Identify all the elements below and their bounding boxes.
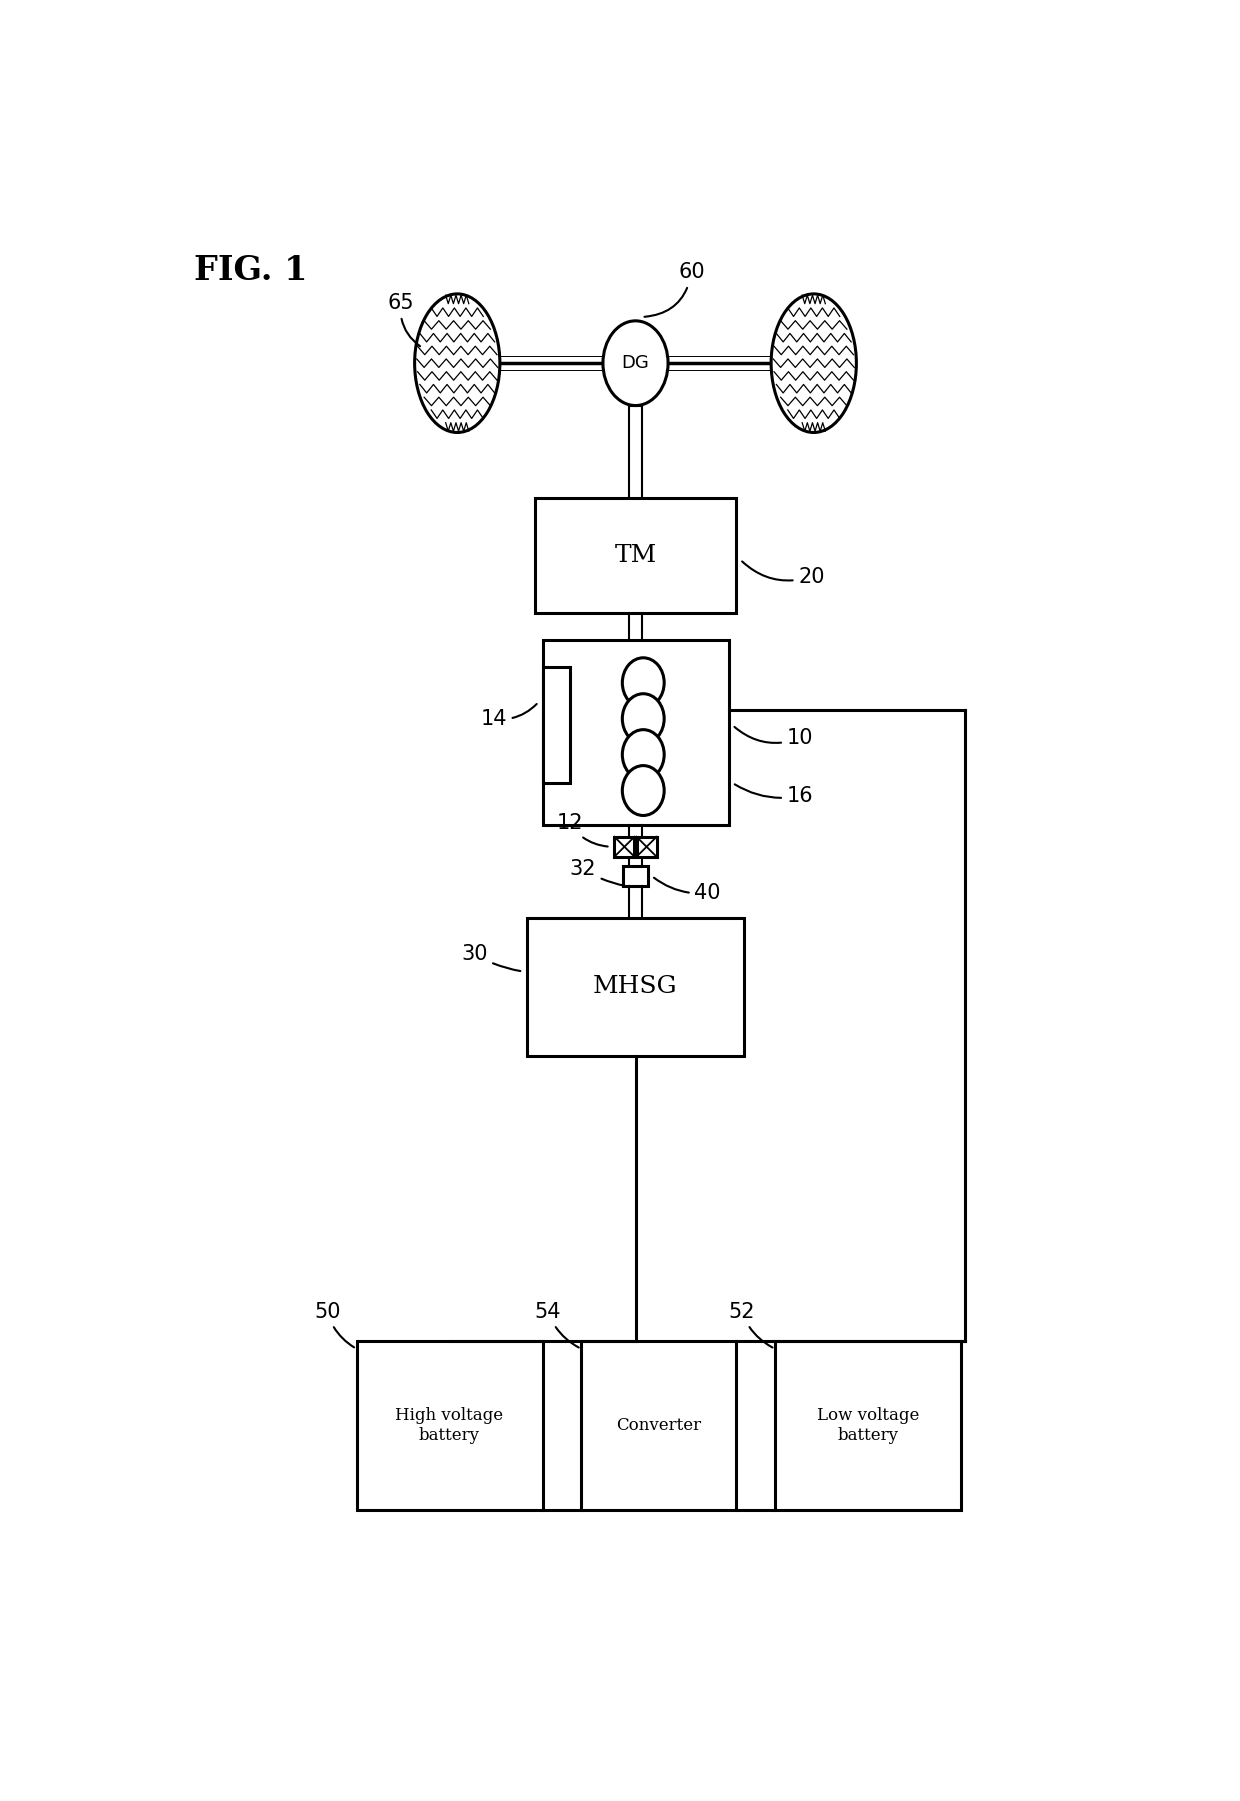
FancyBboxPatch shape xyxy=(543,668,569,783)
Text: 40: 40 xyxy=(653,877,720,902)
Ellipse shape xyxy=(603,321,668,405)
FancyBboxPatch shape xyxy=(534,497,737,614)
Text: 52: 52 xyxy=(729,1302,773,1347)
FancyBboxPatch shape xyxy=(624,866,649,886)
Text: TM: TM xyxy=(614,544,657,567)
FancyBboxPatch shape xyxy=(582,1342,737,1511)
Ellipse shape xyxy=(414,294,500,432)
Ellipse shape xyxy=(622,693,665,744)
Text: 65: 65 xyxy=(387,294,420,346)
FancyBboxPatch shape xyxy=(775,1342,961,1511)
Text: 12: 12 xyxy=(557,812,608,846)
Text: 20: 20 xyxy=(742,562,825,587)
Text: Low voltage
battery: Low voltage battery xyxy=(817,1408,919,1444)
Ellipse shape xyxy=(622,657,665,708)
Text: 60: 60 xyxy=(645,263,704,317)
Text: FIG. 1: FIG. 1 xyxy=(193,254,308,288)
Text: 16: 16 xyxy=(735,783,813,807)
Text: 50: 50 xyxy=(314,1302,355,1347)
FancyBboxPatch shape xyxy=(527,917,744,1055)
Text: MHSG: MHSG xyxy=(593,976,678,998)
Text: High voltage
battery: High voltage battery xyxy=(396,1408,503,1444)
Ellipse shape xyxy=(622,729,665,780)
FancyBboxPatch shape xyxy=(357,1342,543,1511)
Text: Converter: Converter xyxy=(616,1417,702,1434)
Text: 30: 30 xyxy=(461,944,521,971)
FancyBboxPatch shape xyxy=(614,837,635,857)
FancyBboxPatch shape xyxy=(636,837,657,857)
Text: 32: 32 xyxy=(569,859,625,886)
FancyBboxPatch shape xyxy=(543,641,729,825)
Text: DG: DG xyxy=(621,355,650,373)
Ellipse shape xyxy=(771,294,857,432)
Text: 14: 14 xyxy=(481,704,537,729)
Text: 10: 10 xyxy=(734,728,813,749)
Text: 54: 54 xyxy=(534,1302,579,1347)
Ellipse shape xyxy=(622,765,665,816)
